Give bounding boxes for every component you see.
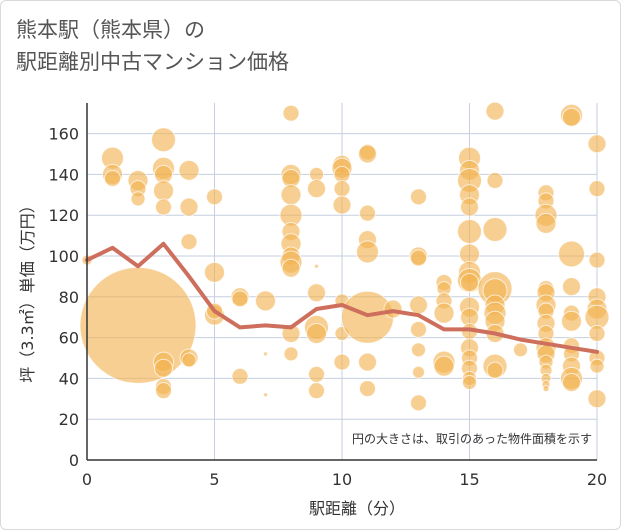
bubble-point (306, 323, 327, 345)
bubble-point (588, 325, 606, 343)
bubble-point (462, 374, 477, 390)
y-tick-label: 0 (69, 451, 79, 470)
bubble-point (587, 134, 607, 154)
y-tick-label: 100 (48, 247, 79, 266)
bubble-point (562, 107, 581, 127)
tick-labels: 0 20 40 60 80 100 120 140 160 0 5 10 15 20 (48, 125, 607, 489)
bubble-point (308, 365, 325, 383)
bubble-point (181, 352, 197, 368)
bubble-point (562, 277, 581, 297)
bubble-point (410, 188, 427, 206)
bubble-point (282, 104, 300, 122)
bubble-point (308, 382, 325, 400)
bubble-point (307, 283, 326, 303)
bubble-point (79, 266, 197, 384)
bubble-point (333, 353, 351, 371)
bubble-point (433, 302, 455, 324)
bubble-point (314, 263, 319, 269)
y-tick-label: 20 (59, 410, 79, 429)
bubble-point (412, 365, 425, 379)
bubble-point (460, 273, 479, 293)
y-tick-label: 140 (48, 165, 79, 184)
bubble-point (130, 191, 146, 207)
bubble-point (485, 101, 505, 121)
bubble-point (535, 212, 557, 234)
bubble-point (482, 216, 508, 242)
bubble-point (359, 204, 376, 222)
bubble-point (263, 351, 268, 357)
bubble-point (457, 219, 482, 245)
bubble-point (155, 382, 172, 400)
bubble-point (486, 172, 504, 190)
trend-line-layer (85, 241, 599, 354)
bubble-point (356, 240, 379, 264)
bubble-point (231, 367, 249, 385)
axes (86, 103, 597, 461)
bubble-point (204, 261, 225, 283)
bubble-point (561, 310, 582, 332)
bubble-point (332, 195, 352, 215)
x-tick-label: 15 (459, 470, 479, 489)
bubble-point (206, 188, 223, 206)
bubble-point (255, 290, 276, 312)
bubble-point (333, 180, 351, 198)
bubble-point (588, 180, 606, 198)
bubble-point (263, 392, 268, 398)
y-tick-label: 40 (59, 369, 79, 388)
chart-title-line-2: 駅距離別中古マンション価格 (16, 50, 289, 74)
x-tick-label: 5 (209, 470, 219, 489)
bubble-point (588, 251, 606, 269)
bubble-point (383, 299, 403, 319)
bubble-point (179, 197, 199, 217)
bubble-point (410, 320, 427, 338)
bubble-point (587, 389, 607, 409)
bubble-point (231, 290, 249, 308)
y-tick-label: 160 (48, 125, 79, 144)
bubble-point (281, 258, 301, 278)
y-tick-label: 120 (48, 206, 79, 225)
bubble-point (307, 179, 326, 199)
bubble-point (154, 358, 173, 378)
bubble-point (341, 290, 394, 344)
y-tick-label: 60 (59, 329, 79, 348)
bubble-point (104, 169, 121, 187)
bubble-point (460, 197, 479, 217)
x-axis-label: 駅距離（分） (309, 499, 405, 518)
bubble-point (155, 198, 172, 216)
y-axis-label: 坪（3.3㎡）単価（万円） (18, 197, 37, 382)
x-tick-label: 20 (587, 470, 607, 489)
bubble-point (410, 394, 427, 412)
bubble-point (513, 342, 528, 358)
bubble-point (178, 159, 200, 181)
bubble-point (486, 361, 504, 379)
bubble-point (180, 233, 198, 251)
bubble-point (151, 127, 176, 153)
y-tick-label: 80 (59, 288, 79, 307)
bubble-point (411, 342, 426, 358)
bubble-point (358, 144, 377, 164)
x-tick-label: 0 (82, 470, 92, 489)
bubble-point (333, 165, 351, 183)
bubble-point (562, 372, 581, 392)
bubbles (79, 101, 610, 412)
bubble-point (409, 295, 428, 315)
bubble-point (153, 180, 174, 202)
chart-title: 熊本駅（熊本県）の 駅距離別中古マンション価格 (16, 14, 289, 78)
bubble-point (558, 240, 585, 268)
chart-title-line-1: 熊本駅（熊本県）の (16, 18, 205, 42)
bubble-point (358, 352, 377, 372)
x-tick-label: 10 (332, 470, 352, 489)
bubble-point (589, 358, 605, 374)
bubble-point (283, 346, 299, 362)
bubble-point (542, 385, 550, 393)
bubble-point (280, 184, 302, 206)
bubble-point (359, 380, 376, 398)
bubble-point (433, 355, 455, 377)
average-price-line (85, 241, 599, 354)
bubble-point (410, 249, 427, 267)
size-annotation: 円の大きさは、取引のあった物件面積を示す (352, 431, 592, 446)
